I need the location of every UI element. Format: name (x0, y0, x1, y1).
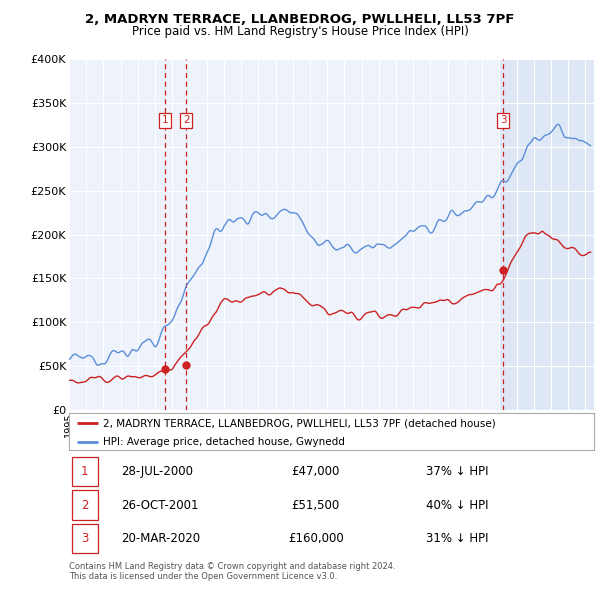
Text: 2: 2 (183, 116, 190, 126)
Text: 20-MAR-2020: 20-MAR-2020 (121, 532, 200, 545)
Text: £51,500: £51,500 (292, 499, 340, 512)
Text: 26-OCT-2001: 26-OCT-2001 (121, 499, 199, 512)
Text: 3: 3 (81, 532, 88, 545)
Text: 1: 1 (161, 116, 168, 126)
Text: 37% ↓ HPI: 37% ↓ HPI (426, 465, 488, 478)
Text: £160,000: £160,000 (288, 532, 344, 545)
Text: Contains HM Land Registry data © Crown copyright and database right 2024.
This d: Contains HM Land Registry data © Crown c… (69, 562, 395, 581)
Text: 28-JUL-2000: 28-JUL-2000 (121, 465, 193, 478)
FancyBboxPatch shape (71, 490, 98, 520)
Text: 1: 1 (81, 465, 89, 478)
Text: HPI: Average price, detached house, Gwynedd: HPI: Average price, detached house, Gwyn… (103, 437, 345, 447)
Text: £47,000: £47,000 (292, 465, 340, 478)
Text: 31% ↓ HPI: 31% ↓ HPI (426, 532, 488, 545)
Text: Price paid vs. HM Land Registry's House Price Index (HPI): Price paid vs. HM Land Registry's House … (131, 25, 469, 38)
Text: 2, MADRYN TERRACE, LLANBEDROG, PWLLHELI, LL53 7PF: 2, MADRYN TERRACE, LLANBEDROG, PWLLHELI,… (85, 13, 515, 26)
FancyBboxPatch shape (71, 524, 98, 553)
Text: 2: 2 (81, 499, 89, 512)
FancyBboxPatch shape (71, 457, 98, 486)
Bar (499, 59, 594, 410)
Text: 2, MADRYN TERRACE, LLANBEDROG, PWLLHELI, LL53 7PF (detached house): 2, MADRYN TERRACE, LLANBEDROG, PWLLHELI,… (103, 418, 496, 428)
Text: 3: 3 (500, 116, 506, 126)
Text: 40% ↓ HPI: 40% ↓ HPI (426, 499, 488, 512)
